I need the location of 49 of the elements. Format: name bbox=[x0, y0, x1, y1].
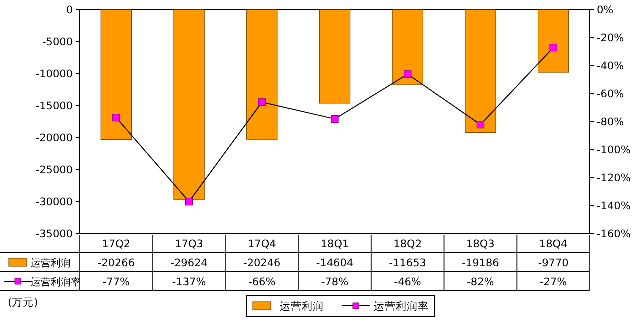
y-tick-label: -25000 bbox=[36, 164, 73, 176]
y2-tick-label: -140% bbox=[597, 200, 631, 212]
y-tick-label: -15000 bbox=[36, 100, 73, 112]
y2-tick-label: -100% bbox=[597, 144, 631, 156]
y2-tick-label: -120% bbox=[597, 172, 631, 184]
y2-tick-label: -160% bbox=[597, 228, 631, 240]
x-tick-label: 18Q2 bbox=[394, 238, 422, 250]
data-label: -137% bbox=[172, 276, 206, 288]
point bbox=[185, 198, 194, 206]
y-tick-label: 0 bbox=[66, 4, 73, 16]
data-label: -20246 bbox=[244, 258, 282, 270]
data-label: -27% bbox=[540, 276, 568, 288]
y2-tick-label: -40% bbox=[597, 60, 624, 72]
y-tick-label: -35000 bbox=[36, 228, 73, 240]
text: 运营利润率 bbox=[374, 301, 429, 313]
data-label: -77% bbox=[102, 276, 130, 288]
y-tick-label: -5000 bbox=[42, 36, 73, 48]
data-label: -82% bbox=[467, 276, 494, 288]
data-label: -14604 bbox=[316, 258, 354, 270]
y2-tick-label: -20% bbox=[597, 32, 624, 44]
point bbox=[550, 44, 558, 52]
x-tick-label: 17Q3 bbox=[175, 238, 204, 250]
point bbox=[404, 70, 412, 78]
data-label: -19186 bbox=[462, 258, 500, 270]
point bbox=[258, 98, 266, 106]
text: 运营利润 bbox=[280, 301, 324, 313]
data-label: -78% bbox=[321, 276, 349, 288]
x-tick-label: 18Q4 bbox=[539, 238, 568, 250]
y-tick-label: -10000 bbox=[36, 68, 73, 80]
data-label: -9770 bbox=[538, 258, 569, 270]
point bbox=[112, 114, 120, 122]
text: (万元) bbox=[8, 297, 38, 309]
x-tick-label: 18Q1 bbox=[320, 238, 350, 250]
y-tick-label: -20000 bbox=[36, 132, 73, 144]
data-label: -11653 bbox=[389, 258, 426, 270]
x-tick-label: 17Q2 bbox=[102, 238, 131, 250]
y2-tick-label: 0% bbox=[597, 4, 614, 16]
data-label: -20266 bbox=[98, 258, 136, 270]
point bbox=[476, 120, 485, 129]
x-tick-label: 17Q4 bbox=[248, 238, 277, 250]
legend-label: 运营利润 bbox=[31, 258, 71, 270]
data-label: -46% bbox=[394, 276, 422, 288]
point bbox=[331, 115, 339, 124]
y2-tick-label: -80% bbox=[597, 116, 624, 128]
data-label: -66% bbox=[248, 276, 276, 288]
y-tick-label: -30000 bbox=[36, 196, 73, 208]
y2-tick-label: -60% bbox=[597, 88, 624, 100]
data-label: -29624 bbox=[170, 258, 208, 270]
x-tick-label: 18Q3 bbox=[466, 238, 495, 250]
